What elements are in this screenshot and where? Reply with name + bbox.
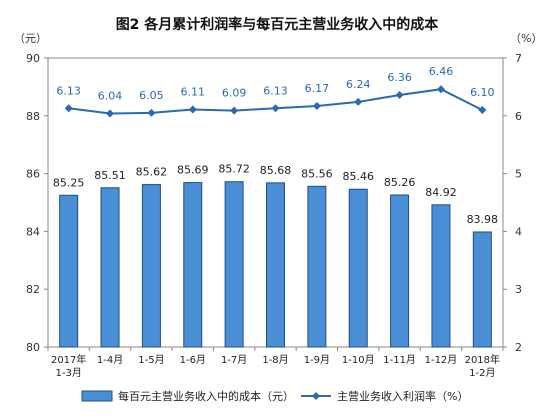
left-tick-label: 80 [26,341,40,354]
bar [224,181,244,348]
line-value-label: 6.09 [222,87,247,100]
line-value-label: 6.13 [56,84,81,97]
line-point [436,85,445,94]
bar [266,182,285,348]
bar [431,204,451,348]
right-tick-label: 3 [515,283,522,296]
bar-value-label: 85.25 [53,176,85,189]
bar-value-label: 83.98 [467,213,499,226]
x-tick-label: 1-11月 [383,354,416,366]
line-point [230,106,239,115]
line-value-label: 6.46 [429,65,454,78]
right-axis-unit: （%） [510,32,542,45]
left-tick-label: 82 [26,283,40,296]
line-value-label: 6.17 [305,82,330,95]
left-axis-unit: （元） [14,32,47,45]
line-value-label: 6.36 [387,71,412,84]
right-tick-label: 7 [515,52,522,65]
x-tick-label: 1-9月 [304,354,330,366]
line-value-label: 6.04 [98,89,123,102]
x-tick-label: 2017年 1-3月 [51,353,86,379]
legend-label-bar: 每百元主营业务收入中的成本（元） [118,389,294,403]
right-tick-label: 5 [515,168,522,181]
legend-swatch-bar [81,390,113,402]
line-point [478,106,487,115]
bar-value-label: 84.92 [425,186,457,199]
x-tick-label: 1-12月 [425,354,458,366]
line-point [312,101,321,110]
chart-title: 图2 各月累计利润率与每百元主营业务收入中的成本 [116,16,440,33]
x-tick-label: 1-8月 [262,354,288,366]
line-point [271,104,280,113]
x-tick-label: 1-7月 [221,354,247,366]
bar-value-label: 85.51 [94,169,126,182]
bar [307,185,327,348]
bar-value-label: 85.62 [136,166,168,179]
bar-value-label: 85.56 [301,167,333,180]
line-point [106,109,115,118]
bar [472,231,492,348]
bar-value-label: 85.72 [218,163,250,176]
bar-value-label: 85.26 [384,176,416,189]
x-tick-label: 1-10月 [342,354,375,366]
bar-value-label: 85.68 [260,164,292,177]
plot-area: 80 82 84 86 88 90 2 3 4 5 6 7 85.25 85.51 85.62 85.69 85… [26,52,522,379]
line-value-label: 6.13 [263,84,288,97]
legend: 每百元主营业务收入中的成本（元） 主营业务收入利润率（%） [81,389,468,403]
bar [348,188,368,348]
line-value-label: 6.24 [346,78,371,91]
x-tick-label: 1-5月 [138,354,164,366]
bar [100,187,120,348]
legend-label-line: 主营业务收入利润率（%） [337,389,468,403]
left-tick-label: 88 [26,110,40,123]
left-tick-label: 84 [26,225,40,238]
bar [59,194,79,348]
right-tick-label: 2 [515,341,522,354]
x-tick-label: 1-6月 [180,354,206,366]
bar [183,182,203,348]
line-value-label: 6.11 [181,85,206,98]
left-tick-label: 86 [26,168,40,181]
line-point [147,108,156,117]
left-tick-label: 90 [26,52,40,65]
bar-value-label: 85.69 [177,164,209,177]
bar-value-label: 85.46 [342,170,374,183]
bar [390,194,410,348]
line-value-label: 6.05 [139,89,164,102]
legend-swatch-marker [312,392,320,400]
line-point [354,97,363,106]
line-value-label: 6.10 [470,86,495,99]
line-point [395,90,404,99]
x-tick-label: 2018年 1-2月 [465,353,500,379]
x-tick-label: 1-4月 [97,354,123,366]
line-point [64,104,73,113]
right-tick-label: 6 [515,110,522,123]
right-tick-label: 4 [515,225,522,238]
bar [141,184,161,348]
line-point [188,105,197,114]
